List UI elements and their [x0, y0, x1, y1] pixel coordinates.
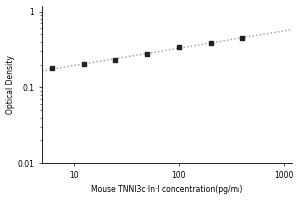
Point [81, 63, 86, 66]
Point [113, 58, 118, 61]
Point [208, 41, 213, 45]
Point [240, 36, 244, 39]
Y-axis label: Optical Density: Optical Density [6, 55, 15, 114]
Point [176, 45, 181, 49]
X-axis label: Mouse TNNI3c·In·l concentration(pg/mₗ): Mouse TNNI3c·In·l concentration(pg/mₗ) [92, 185, 243, 194]
Point [50, 67, 55, 70]
Point [145, 52, 150, 55]
